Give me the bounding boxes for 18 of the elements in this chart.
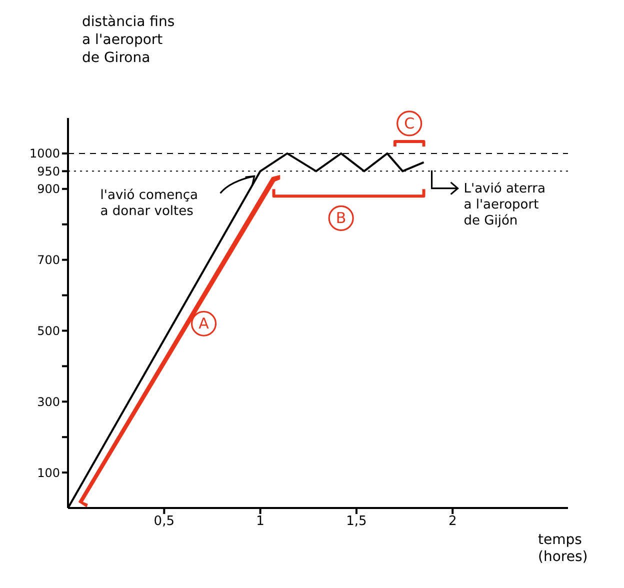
- annotation: A: [198, 314, 210, 333]
- y-tick-label: 1000: [29, 146, 60, 161]
- annotation: B: [336, 209, 346, 228]
- x-tick-label: 1,5: [346, 514, 367, 530]
- y-tick-label: 900: [37, 182, 60, 196]
- y-tick-label: 300: [37, 394, 60, 409]
- annotation: l'avió comença a donar voltes: [100, 188, 198, 220]
- x-tick-label: 0,5: [154, 514, 174, 530]
- y-tick-label: 100: [37, 466, 60, 480]
- x-axis-title: temps (hores): [538, 532, 588, 565]
- y-tick-label: 950: [37, 164, 60, 178]
- y-tick-label: 700: [37, 253, 60, 268]
- x-tick-label: 1: [256, 514, 264, 530]
- y-tick-label: 500: [37, 324, 60, 338]
- annotation: C: [404, 114, 415, 132]
- y-axis-title: distància fins a l'aeroport de Girona: [82, 14, 175, 66]
- annotation: L'avió aterra a l'aeroport de Gijón: [464, 181, 546, 228]
- x-tick-label: 2: [448, 514, 457, 530]
